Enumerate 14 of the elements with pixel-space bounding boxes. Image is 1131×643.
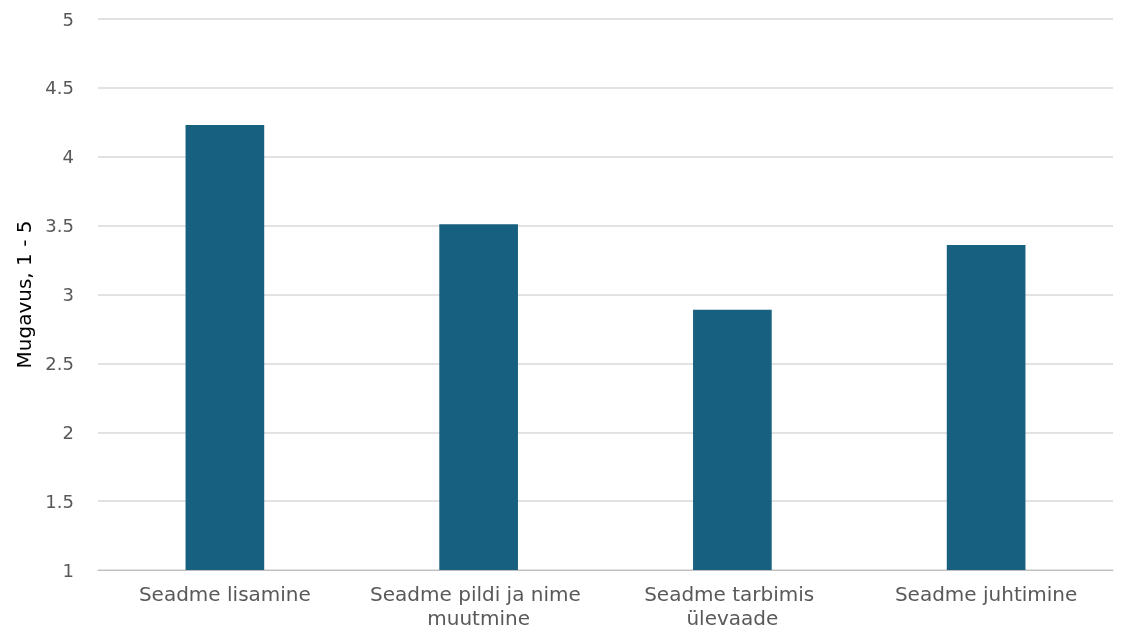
y-tick-label: 2 [62,421,74,443]
y-tick-label: 4.5 [45,77,74,99]
x-tick-label: Seadme pildi ja nime muutmine [370,582,588,630]
y-tick-label: 1 [62,559,74,581]
y-tick-label: 5 [62,8,74,30]
y-tick-label: 2.5 [45,352,74,374]
y-axis-title: Mugavus, 1 - 5 [12,220,37,369]
x-tick-label: Seadme juhtimine [894,582,1078,606]
y-tick-label: 4 [62,146,74,168]
y-tick-label: 1.5 [45,490,74,512]
y-tick-label: 3 [62,284,74,305]
x-tick-label: Seadme lisamine [138,582,311,606]
y-tick-label: 3.5 [45,215,74,237]
x-tick-label: Seadme tarbimis ülevaade [644,582,821,630]
